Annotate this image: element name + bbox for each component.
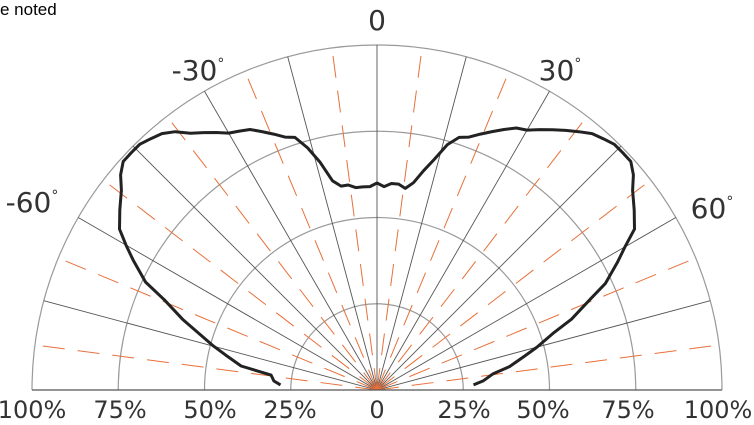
angle-label-4: 60° (691, 192, 734, 225)
radial-label-0: 100% (0, 396, 66, 424)
angle-label-1: -30° (172, 54, 225, 87)
spoke--75 (43, 300, 378, 391)
dashed-spoke (376, 179, 652, 391)
radial-label-8: 100% (684, 396, 753, 424)
dashed-spoke (58, 257, 378, 391)
spoke-60 (376, 217, 677, 391)
labels: 0 -30° 30° -60° 60° 100% 75% 50% 25% 0 25% 50% 75% 10… (0, 4, 752, 424)
dashed-spoke (376, 71, 510, 391)
header-note: e noted (0, 0, 57, 19)
angle-label-3: -60° (6, 186, 59, 219)
radial-label-6: 50% (516, 396, 569, 424)
radial-label-5: 25% (437, 396, 490, 424)
radial-label-7: 75% (601, 396, 654, 424)
dashed-spoke (331, 47, 378, 391)
dashed-spoke (376, 257, 696, 391)
grid (31, 44, 723, 391)
spoke-45 (376, 145, 622, 391)
spoke-75 (376, 300, 711, 391)
radial-label-4: 0 (369, 396, 384, 424)
spoke--15 (287, 56, 378, 391)
radial-label-3: 25% (263, 396, 316, 424)
spoke-30 (376, 90, 550, 391)
spoke-15 (376, 56, 467, 391)
spoke--45 (132, 145, 378, 391)
intensity-curve (118, 126, 636, 387)
angle-label-0: 0 (368, 4, 386, 37)
radial-label-1: 75% (93, 396, 146, 424)
dashed-spoke (376, 47, 423, 391)
spoke--60 (77, 217, 378, 391)
radial-label-2: 50% (183, 396, 236, 424)
dashed-spoke (244, 71, 378, 391)
dashed-spoke (34, 344, 378, 391)
dashed-spoke (376, 115, 588, 391)
dashed-spoke (102, 179, 378, 391)
angle-label-2: 30° (539, 54, 582, 87)
dashed-spoke (376, 344, 720, 391)
curve-layer (118, 126, 636, 387)
spoke--30 (204, 90, 378, 391)
dashed-spoke (166, 115, 378, 391)
